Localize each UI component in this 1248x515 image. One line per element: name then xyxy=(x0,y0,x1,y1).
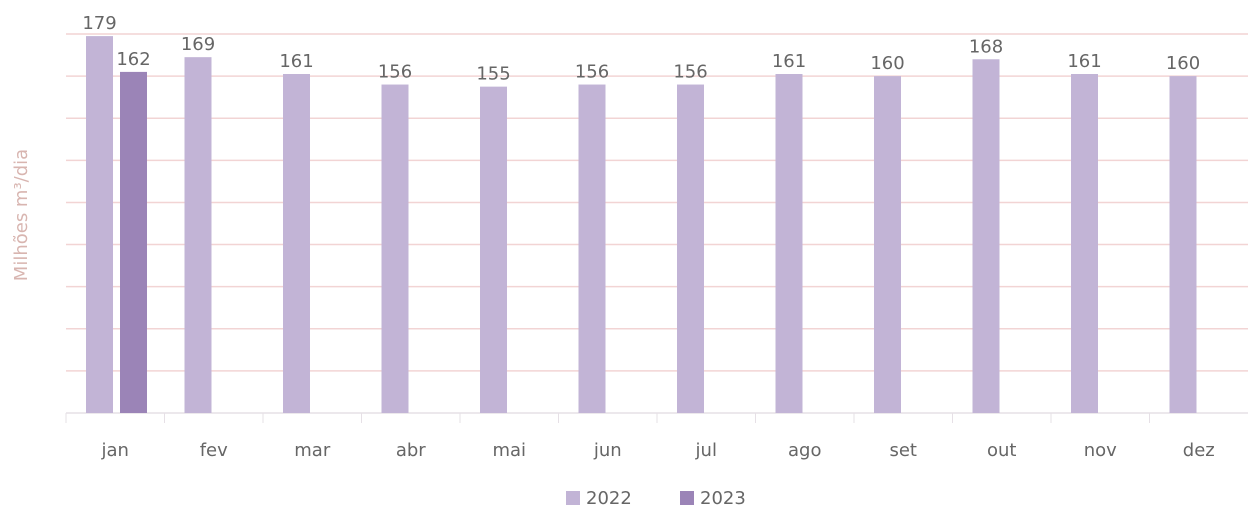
x-tick-label: fev xyxy=(200,440,228,461)
bar xyxy=(874,76,901,413)
value-label: 160 xyxy=(1166,53,1200,74)
bar xyxy=(972,59,1000,414)
value-label: 162 xyxy=(116,49,150,70)
x-tick-label: jul xyxy=(695,440,717,461)
legend-label: 2023 xyxy=(700,488,746,509)
bar xyxy=(480,86,507,413)
x-tick-label: dez xyxy=(1183,440,1215,461)
x-tick-label: mar xyxy=(294,440,331,461)
bar xyxy=(1071,74,1098,413)
x-tick-label: out xyxy=(987,440,1016,461)
x-tick-label: ago xyxy=(788,440,821,461)
x-tick-label: jun xyxy=(593,440,622,461)
value-label: 156 xyxy=(575,62,609,83)
y-axis-label: Milhões m³/dia xyxy=(11,149,32,281)
value-label: 168 xyxy=(969,36,1003,57)
value-label: 156 xyxy=(673,62,707,83)
x-tick-label: mai xyxy=(492,440,526,461)
bar xyxy=(381,84,409,414)
value-label: 155 xyxy=(476,64,510,85)
legend-swatch xyxy=(566,491,580,505)
value-label: 160 xyxy=(870,53,904,74)
legend-swatch xyxy=(680,491,694,505)
bar xyxy=(86,36,113,413)
x-tick-label: jan xyxy=(101,440,129,461)
value-label: 179 xyxy=(82,13,116,34)
bar xyxy=(120,71,147,414)
x-tick-label: nov xyxy=(1084,440,1117,461)
legend-label: 2022 xyxy=(586,488,632,509)
bar xyxy=(1169,76,1197,413)
value-label: 161 xyxy=(279,51,313,72)
x-tick-label: set xyxy=(889,440,917,461)
value-label: 156 xyxy=(378,62,412,83)
bar xyxy=(677,84,704,414)
x-tick-label: abr xyxy=(396,440,426,461)
value-label: 169 xyxy=(181,34,215,55)
bar xyxy=(775,74,803,413)
value-label: 161 xyxy=(1067,51,1101,72)
value-label: 161 xyxy=(772,51,806,72)
bar xyxy=(283,74,310,413)
bar xyxy=(578,84,606,414)
bar xyxy=(184,57,212,414)
